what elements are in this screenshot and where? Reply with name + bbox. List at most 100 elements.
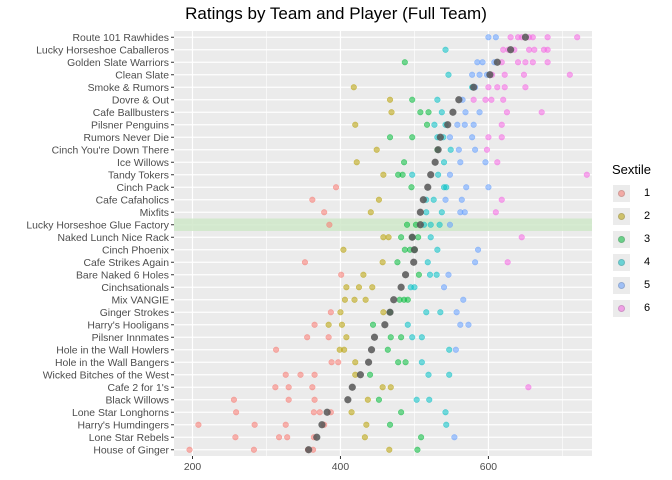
rating-point [531,46,538,53]
legend-dot [618,305,625,312]
rating-point [394,259,401,266]
team-mean-point [410,258,418,266]
rating-point [475,246,482,253]
rating-point [458,196,465,203]
rating-point [413,396,420,403]
rating-point [438,209,445,216]
rating-point [474,59,481,66]
rating-point [418,334,425,341]
rating-point [452,346,459,353]
rating-point [434,96,441,103]
rating-point [399,171,406,178]
rating-point [311,371,318,378]
rating-point [363,421,370,428]
y-tick-label: Mix VANGIE [111,295,169,306]
rating-point [369,284,376,291]
y-tick-label: Clean Slate [115,70,169,81]
rating-point [514,59,522,66]
rating-point [445,71,452,78]
rating-point [436,221,443,228]
rating-point [430,196,437,203]
rating-point [440,159,448,166]
team-mean-point [416,208,424,216]
rating-point [461,121,468,128]
rating-point [276,434,283,441]
team-mean-point [344,396,352,404]
rating-point [423,209,430,216]
rating-point [472,146,479,153]
rating-point [304,334,311,341]
rating-point [494,159,501,166]
rating-point [361,434,368,441]
rating-point [379,259,386,266]
rating-point [483,146,490,153]
rating-point [350,84,357,91]
rating-point [465,321,472,328]
rating-point [401,159,408,166]
legend-key [613,185,630,202]
team-mean-point [364,358,373,366]
rating-point [442,46,449,53]
rating-point [566,71,573,78]
rating-point [492,34,499,41]
rating-point [409,96,416,103]
legend-title: Sextile [612,162,652,177]
plot-panel [174,31,592,456]
legend-key [613,300,630,317]
rating-point [343,284,350,291]
rating-point [325,321,332,328]
rating-point [415,271,422,278]
team-mean-point [424,183,432,191]
rating-point [447,146,454,153]
rating-point [386,134,394,141]
rating-point [482,159,489,166]
rating-point [338,321,345,328]
rating-point [404,296,411,303]
rating-point [351,296,358,303]
team-mean-point [386,308,394,316]
rating-point [373,146,380,153]
rating-point [398,334,405,341]
team-mean-point [507,46,515,54]
rating-point [522,59,529,66]
rating-point [574,34,581,41]
rating-point [457,321,464,328]
rating-point [195,421,202,428]
rating-point [408,184,415,191]
rating-point [364,396,371,403]
rating-point [285,384,292,391]
rating-point [485,34,492,41]
rating-point [485,134,492,141]
team-mean-point [449,108,457,116]
team-mean-point [416,221,424,229]
rating-point [332,184,340,191]
rating-point [472,259,479,266]
rating-point [301,259,308,266]
team-mean-point [427,171,435,179]
rating-point [233,409,240,416]
y-tick-label: Cafe 2 for 1's [108,383,169,394]
rating-point [476,109,483,116]
y-tick-label: Ginger Strokes [100,308,169,319]
rating-point [488,96,495,103]
y-tick-label: Tandy Tokers [108,170,169,181]
x-tick-label: 200 [184,462,202,473]
rating-point [230,396,237,403]
rating-point [507,34,514,41]
rating-point [273,346,280,353]
team-mean-point [486,71,494,79]
rating-point [379,384,386,391]
rating-point [360,271,367,278]
team-mean-point [356,371,365,379]
rating-point [380,309,387,316]
y-tick-label: Cafe Cafaholics [96,195,169,206]
rating-point [435,171,442,178]
highlight-band [174,218,592,231]
rating-point [476,71,483,78]
rating-point [335,359,342,366]
rating-point [272,384,279,391]
team-mean-point [348,383,356,391]
legend-label: 4 [644,256,651,268]
rating-point [538,109,545,116]
y-tick-label: Cafe Ballbusters [93,108,169,119]
